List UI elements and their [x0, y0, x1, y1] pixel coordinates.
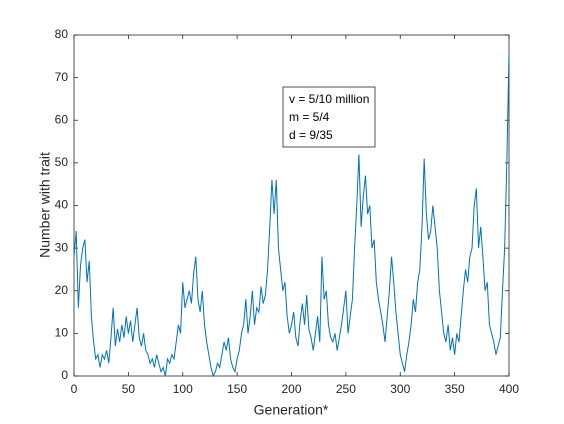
- x-tick-label: 250: [336, 382, 356, 396]
- annotation-line: m = 5/4: [289, 110, 330, 124]
- annotation-box: [282, 86, 376, 148]
- y-tick-label: 40: [55, 198, 69, 212]
- y-tick-label: 80: [55, 27, 69, 41]
- x-tick-label: 300: [390, 382, 410, 396]
- x-tick-label: 400: [499, 382, 519, 396]
- annotation-line: v = 5/10 million: [289, 92, 369, 106]
- y-tick-label: 20: [55, 283, 69, 297]
- x-tick-label: 150: [227, 382, 247, 396]
- y-tick-label: 70: [55, 70, 69, 84]
- x-tick-label: 0: [71, 382, 78, 396]
- y-tick-label: 60: [55, 112, 69, 126]
- x-tick-label: 200: [281, 382, 301, 396]
- x-tick-label: 100: [173, 382, 193, 396]
- data-line: [73, 52, 510, 378]
- y-tick-label: 30: [55, 240, 69, 254]
- y-tick-label: 0: [61, 368, 68, 382]
- x-tick-label: 50: [122, 382, 136, 396]
- x-axis-label: Generation*: [254, 402, 329, 418]
- annotation-line: d = 9/35: [289, 128, 333, 142]
- x-tick-label: 350: [445, 382, 465, 396]
- y-tick-label: 50: [55, 155, 69, 169]
- y-tick-label: 10: [55, 326, 69, 340]
- y-axis-label: Number with trait: [37, 152, 53, 258]
